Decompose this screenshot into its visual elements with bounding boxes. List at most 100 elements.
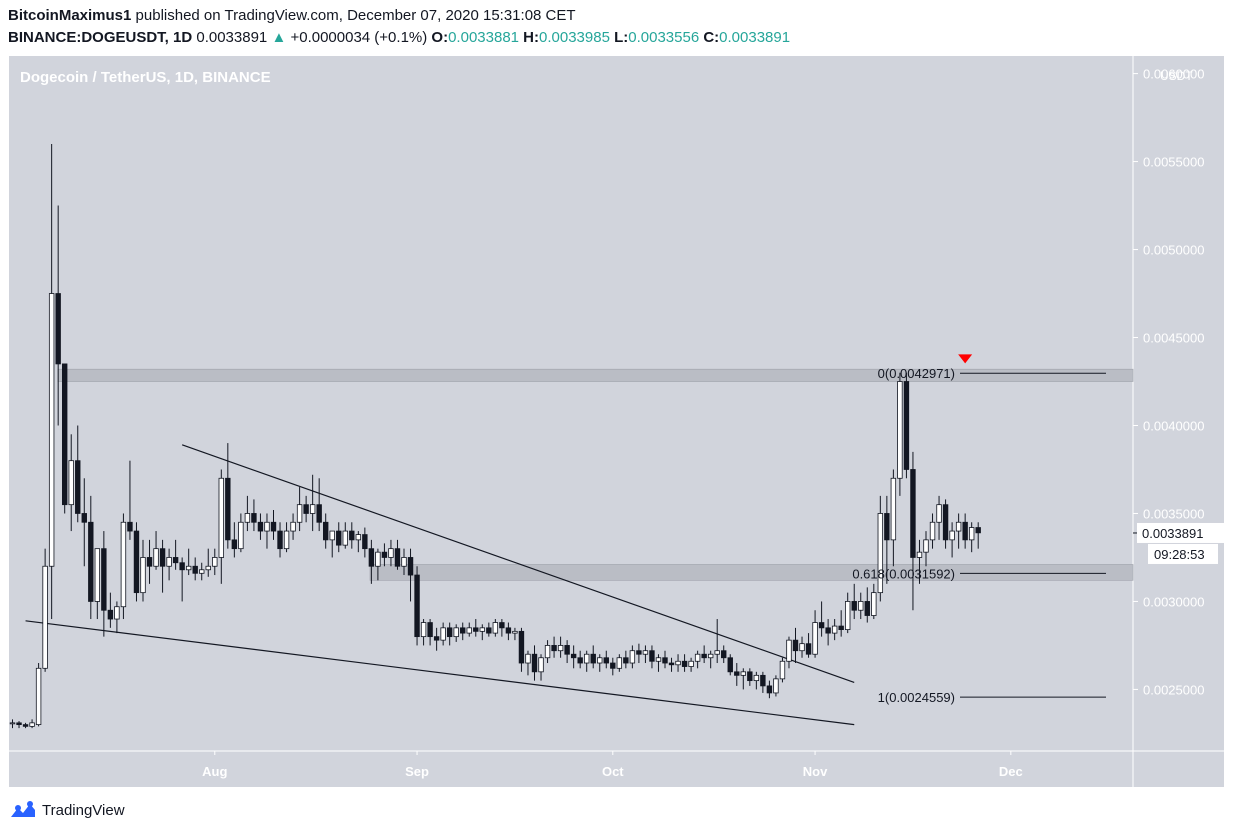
candle-body — [303, 504, 309, 514]
candle-body — [923, 539, 929, 553]
price-chart[interactable]: Dogecoin / TetherUS, 1D, BINANCE USDT 0.00… — [0, 0, 1233, 800]
author-name[interactable]: BitcoinMaximus1 — [8, 7, 132, 24]
candle-body — [251, 513, 257, 523]
candle-body — [812, 622, 818, 655]
candle-body — [55, 293, 61, 365]
candle-body — [629, 650, 636, 664]
candle-body — [903, 381, 910, 470]
candle-body — [172, 557, 179, 564]
publish-line: BitcoinMaximus1 published on TradingView… — [8, 7, 576, 24]
candle-body — [975, 527, 981, 534]
candle-body — [277, 530, 283, 550]
candle-body — [342, 530, 348, 546]
candle-body — [584, 653, 590, 664]
x-tick-label: Sep — [405, 764, 429, 779]
candle-body — [753, 674, 760, 682]
candle-body — [62, 363, 68, 506]
candle-body — [212, 557, 218, 567]
last-price-badge — [1137, 522, 1224, 543]
candle-body — [473, 627, 479, 632]
x-tick-label: Nov — [803, 764, 828, 779]
price-axis — [1133, 56, 1224, 751]
candle-body — [29, 722, 35, 727]
candle-body — [864, 601, 870, 616]
candle-body — [949, 530, 955, 541]
candle-body — [114, 606, 120, 620]
candle-body — [218, 477, 224, 558]
candle-body — [505, 627, 512, 634]
y-tick-label: 0.0045000 — [1143, 331, 1204, 346]
candle-body — [825, 627, 831, 634]
candle-body — [818, 622, 825, 629]
candle-body — [146, 557, 153, 567]
candle-body — [968, 527, 975, 541]
candle-body — [486, 627, 492, 634]
candle-body — [916, 551, 923, 558]
y-tick-label: 0.0035000 — [1143, 506, 1204, 521]
candle-body — [623, 657, 629, 664]
candle-body — [296, 504, 303, 523]
candle-body — [179, 562, 185, 571]
candle-body — [88, 521, 94, 602]
candle-body — [734, 671, 740, 676]
candle-body — [336, 530, 342, 546]
open-label: O: — [431, 29, 449, 46]
candle-body — [714, 650, 720, 655]
candle-body — [792, 639, 799, 652]
price-axis-unit: USDT — [1160, 69, 1193, 83]
y-tick-label: 0.0055000 — [1143, 155, 1204, 170]
candle-body — [166, 557, 172, 567]
candle-body — [773, 678, 779, 694]
candle-body — [368, 548, 375, 567]
candle-body — [897, 381, 903, 479]
candle-body — [42, 565, 48, 669]
candle-body — [681, 660, 688, 667]
resistance-zone — [57, 368, 1134, 382]
candle-body — [68, 460, 74, 506]
candle-body — [440, 627, 446, 641]
candle-body — [557, 645, 564, 652]
candle-body — [427, 622, 433, 638]
candle-body — [799, 643, 805, 652]
candle-body — [610, 662, 616, 669]
candle-body — [701, 653, 707, 659]
low-label: L: — [614, 29, 629, 46]
candle-body — [94, 548, 101, 602]
candle-body — [675, 660, 681, 666]
candle-body — [407, 557, 414, 576]
candle-body — [564, 645, 570, 655]
candle-body — [309, 504, 316, 514]
chart-title: Dogecoin / TetherUS, 1D, BINANCE — [20, 69, 271, 86]
candle-body — [414, 574, 420, 638]
candle-body — [453, 627, 459, 638]
candle-body — [871, 592, 877, 616]
candle-body — [401, 557, 407, 567]
close-label: C: — [703, 29, 720, 46]
candle-body — [446, 627, 453, 638]
candle-body — [420, 622, 427, 638]
candle-body — [786, 639, 792, 662]
x-tick-label: Aug — [202, 764, 227, 779]
candle-body — [244, 513, 251, 523]
candle-body — [225, 477, 231, 541]
candle-body — [290, 521, 296, 532]
candle-body — [760, 674, 766, 687]
price-change: +0.0000034 (+0.1%) — [290, 29, 428, 46]
candle-body — [779, 660, 786, 680]
candle-body — [433, 636, 440, 641]
candle-body — [388, 548, 394, 558]
footer-brand[interactable]: TradingView — [10, 800, 125, 820]
candle-body — [231, 539, 238, 550]
candle-body — [238, 521, 244, 550]
x-tick-label: Oct — [602, 764, 624, 779]
candle-body — [512, 630, 518, 634]
candle-body — [747, 671, 753, 682]
candle-body — [381, 551, 388, 558]
candle-body — [264, 521, 270, 532]
candle-body — [75, 460, 81, 514]
candle-body — [616, 657, 623, 669]
down-arrow-marker-icon — [958, 354, 973, 364]
high-value: 0.0033985 — [539, 29, 610, 46]
candle-body — [283, 530, 290, 550]
fib-level-label: 0(0.0042971) — [878, 366, 955, 381]
